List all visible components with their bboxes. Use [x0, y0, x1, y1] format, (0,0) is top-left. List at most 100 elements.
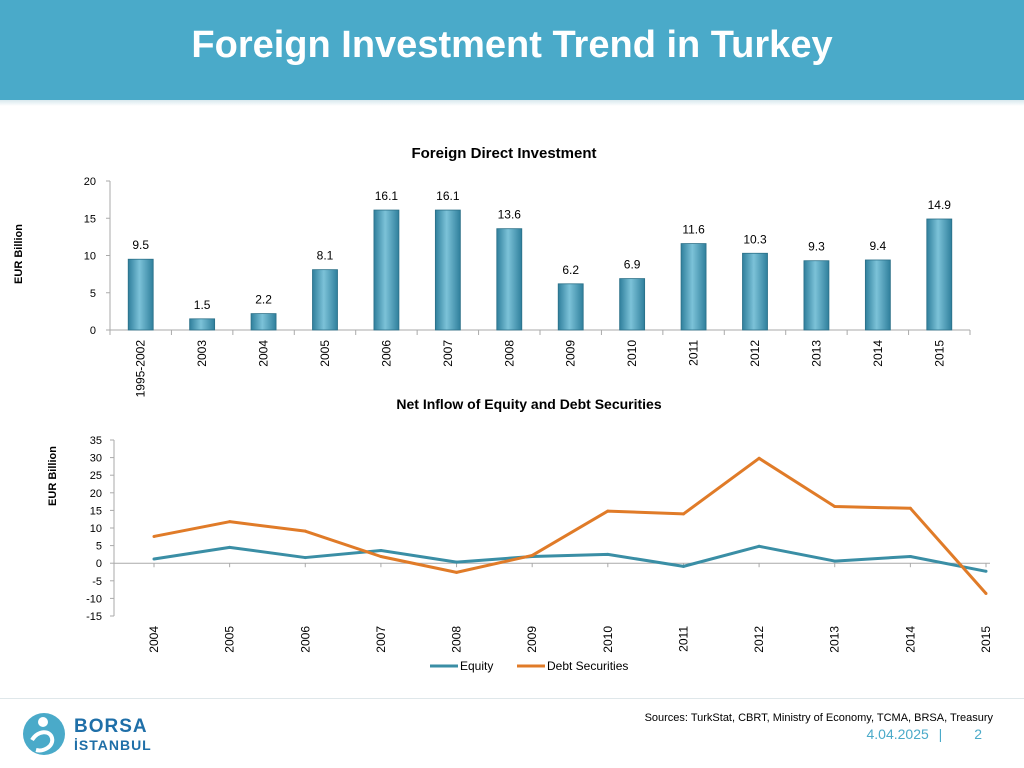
- legend-equity-label: Equity: [460, 659, 493, 673]
- sec-x-tick-label: 2015: [979, 626, 993, 653]
- fdi-data-label: 10.3: [743, 232, 767, 246]
- fdi-x-tick-label: 2003: [195, 340, 209, 367]
- date-page-footer: 4.04.2025 | 2: [860, 726, 982, 742]
- fdi-y-tick-label: 10: [84, 251, 96, 263]
- sec-y-tick-label: -5: [92, 576, 102, 588]
- fdi-bar: [434, 209, 461, 331]
- sec-x-tick-label: 2007: [374, 626, 388, 653]
- sec-y-tick-label: -15: [86, 611, 102, 623]
- fdi-data-label: 6.9: [624, 258, 641, 272]
- equity-point: [303, 556, 307, 560]
- debt-securities-point: [303, 529, 307, 533]
- sec-x-tick-label: 2014: [903, 626, 917, 653]
- fdi-bar: [803, 260, 830, 331]
- fdi-bar: [496, 228, 523, 331]
- equity-point: [455, 560, 459, 564]
- sec-y-tick-label: 0: [96, 558, 102, 570]
- fdi-data-label: 9.3: [808, 240, 825, 254]
- debt-securities-point: [530, 553, 534, 557]
- fdi-bar: [373, 209, 400, 331]
- fdi-x-tick-label: 2013: [809, 340, 823, 367]
- securities-line-chart: Net Inflow of Equity and Debt Securities…: [47, 396, 993, 673]
- fdi-data-label: 2.2: [255, 293, 272, 307]
- fdi-bar: [742, 252, 768, 331]
- fdi-x-tick-label: 2004: [257, 340, 271, 367]
- legend-debt-label: Debt Securities: [547, 659, 628, 673]
- debt-securities-point: [681, 512, 685, 516]
- equity-point: [606, 552, 610, 556]
- footer-date: 4.04.2025: [866, 726, 929, 742]
- equity-point: [681, 564, 685, 568]
- debt-securities-point: [152, 534, 156, 538]
- debt-securities-point: [984, 591, 988, 595]
- fdi-bar: [127, 258, 154, 331]
- sec-x-tick-label: 2004: [147, 626, 161, 653]
- sec-y-tick-label: 30: [90, 453, 102, 465]
- equity-point: [152, 557, 156, 561]
- legend: Equity Debt Securities: [430, 659, 628, 673]
- sources-note: Sources: TurkStat, CBRT, Ministry of Eco…: [644, 712, 993, 724]
- debt-securities-series-line: [153, 456, 988, 595]
- fdi-data-label: 13.6: [498, 208, 522, 222]
- equity-point: [379, 549, 383, 553]
- banner-shadow: [0, 100, 1024, 106]
- fdi-x-tick-label: 2015: [932, 340, 946, 367]
- fdi-y-axis-label: EUR Billion: [13, 224, 25, 284]
- fdi-x-tick-label: 2005: [318, 340, 332, 367]
- logo-text-istanbul: İSTANBUL: [74, 737, 152, 753]
- sec-y-tick-label: 10: [90, 523, 102, 535]
- debt-securities-point: [908, 506, 912, 510]
- equity-series-line: [153, 544, 987, 573]
- fdi-bar: [926, 218, 953, 331]
- fdi-data-label: 16.1: [375, 189, 399, 203]
- fdi-bar: [250, 313, 277, 331]
- fdi-data-label: 6.2: [562, 263, 579, 277]
- fdi-x-tick-label: 2012: [748, 340, 762, 367]
- sec-y-tick-label: 25: [90, 470, 102, 482]
- equity-point: [833, 559, 837, 563]
- sec-y-tick-label: 5: [96, 541, 102, 553]
- sec-x-tick-label: 2008: [450, 626, 464, 653]
- borsa-istanbul-logo: BORSA İSTANBUL: [22, 710, 152, 758]
- fdi-bar: [312, 269, 338, 331]
- sec-x-tick-label: 2005: [223, 626, 237, 653]
- debt-securities-point: [833, 505, 837, 509]
- fdi-x-tick-label: 2006: [379, 340, 393, 367]
- logo-text-borsa: BORSA: [74, 716, 148, 737]
- fdi-data-label: 14.9: [928, 198, 952, 212]
- sec-x-tick-label: 2009: [525, 626, 539, 653]
- fdi-bar-chart: Foreign Direct Investment EUR Billion 0 5…: [13, 145, 971, 398]
- fdi-data-label: 16.1: [436, 189, 460, 203]
- securities-chart-title: Net Inflow of Equity and Debt Securities: [396, 396, 661, 412]
- sec-y-tick-label: 20: [90, 488, 102, 500]
- fdi-data-label: 9.4: [870, 239, 887, 253]
- page-title: Foreign Investment Trend in Turkey: [191, 24, 833, 66]
- fdi-x-tick-label: 2011: [687, 340, 701, 366]
- fdi-x-tick-label: 2007: [441, 340, 455, 367]
- debt-securities-point: [228, 520, 232, 524]
- fdi-bar: [864, 259, 891, 331]
- fdi-y-tick-label: 0: [90, 325, 96, 337]
- fdi-y-tick-label: 20: [84, 176, 96, 188]
- equity-point: [908, 555, 912, 559]
- securities-y-axis-label: EUR Billion: [47, 446, 59, 506]
- sec-x-tick-label: 2013: [828, 626, 842, 653]
- fdi-bar: [189, 318, 216, 331]
- equity-point: [757, 544, 761, 548]
- fdi-data-label: 11.6: [682, 223, 705, 237]
- fdi-x-tick-label: 2008: [502, 340, 516, 367]
- fdi-x-tick-label: 2010: [625, 340, 639, 367]
- fdi-bar: [557, 283, 584, 331]
- sec-y-tick-label: 35: [90, 435, 102, 447]
- fdi-y-tick-label: 5: [90, 288, 96, 300]
- fdi-x-tick-label: 1995-2002: [134, 340, 148, 398]
- fdi-data-label: 9.5: [132, 238, 149, 252]
- debt-securities-point: [455, 570, 459, 574]
- sec-x-tick-label: 2006: [298, 626, 312, 653]
- sec-x-tick-label: 2012: [752, 626, 766, 653]
- debt-securities-point: [757, 456, 761, 460]
- footer-separator: |: [938, 726, 943, 742]
- fdi-data-label: 8.1: [317, 249, 334, 263]
- debt-securities-point: [379, 555, 383, 559]
- sec-x-tick-label: 2010: [601, 626, 615, 653]
